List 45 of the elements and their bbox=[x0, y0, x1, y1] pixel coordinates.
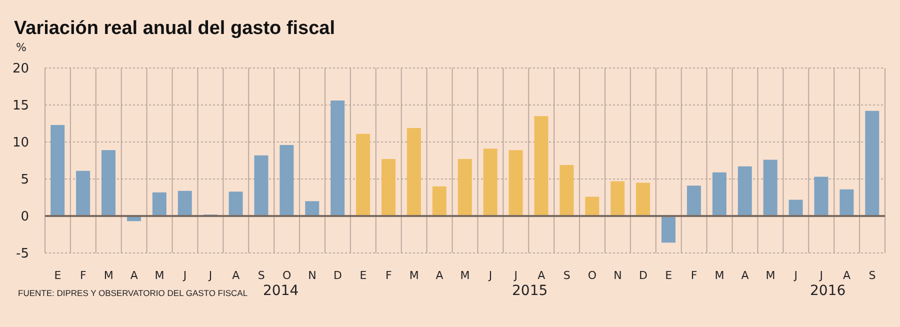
chart-title: Variación real anual del gasto fiscal bbox=[14, 18, 336, 40]
x-tick-label: J bbox=[793, 268, 798, 282]
x-tick-label: J bbox=[182, 268, 187, 282]
x-tick-label: A bbox=[436, 268, 444, 282]
x-tick-label: M bbox=[714, 268, 724, 282]
text: 2015 bbox=[512, 283, 548, 299]
x-tick-label: N bbox=[308, 268, 316, 282]
x-tick-label: O bbox=[282, 268, 292, 282]
x-tick-label: O bbox=[588, 268, 597, 282]
source-note: FUENTE: DIPRES Y OBSERVATORIO DEL GASTO FISCAL bbox=[18, 288, 248, 298]
x-tick-label: A bbox=[741, 268, 750, 282]
text: 2014 bbox=[263, 283, 299, 299]
x-tick-label: D bbox=[638, 268, 648, 282]
x-tick-label: N bbox=[614, 268, 622, 282]
x-tick-label: E bbox=[665, 268, 672, 282]
x-tick-label: F bbox=[690, 268, 698, 282]
x-tick-label: M bbox=[104, 268, 114, 282]
y-tick-label: 20 bbox=[12, 62, 29, 77]
x-tick-label: E bbox=[54, 268, 62, 282]
x-tick-label: A bbox=[538, 268, 546, 282]
x-tick-label: E bbox=[360, 268, 367, 282]
x-tick-label: M bbox=[460, 268, 470, 282]
x-tick-label: S bbox=[258, 268, 265, 282]
x-tick-label: M bbox=[154, 268, 164, 282]
x-tick-label: J bbox=[208, 268, 212, 282]
x-tick-label: D bbox=[333, 268, 342, 282]
x-tick-label: A bbox=[843, 268, 852, 282]
x-tick-label: J bbox=[818, 268, 823, 282]
y-tick-label: 10 bbox=[12, 136, 29, 151]
x-tick-label: M bbox=[766, 268, 776, 282]
x-tick-label: A bbox=[130, 268, 138, 282]
x-tick-label: S bbox=[563, 268, 570, 282]
y-tick-label: 0 bbox=[20, 210, 29, 225]
x-tick-label: J bbox=[488, 268, 492, 282]
x-tick-label: F bbox=[80, 268, 86, 282]
x-tick-label: F bbox=[385, 268, 392, 282]
x-tick-label: A bbox=[232, 268, 240, 282]
y-axis-title: % bbox=[16, 41, 26, 54]
x-tick-label: S bbox=[868, 268, 876, 282]
y-tick-label: 5 bbox=[20, 172, 29, 188]
text: 2016 bbox=[810, 283, 846, 299]
x-tick-label: M bbox=[409, 268, 419, 282]
y-tick-label: 15 bbox=[12, 98, 29, 114]
y-tick-label: -5 bbox=[16, 246, 29, 262]
x-tick-label: J bbox=[513, 268, 518, 282]
